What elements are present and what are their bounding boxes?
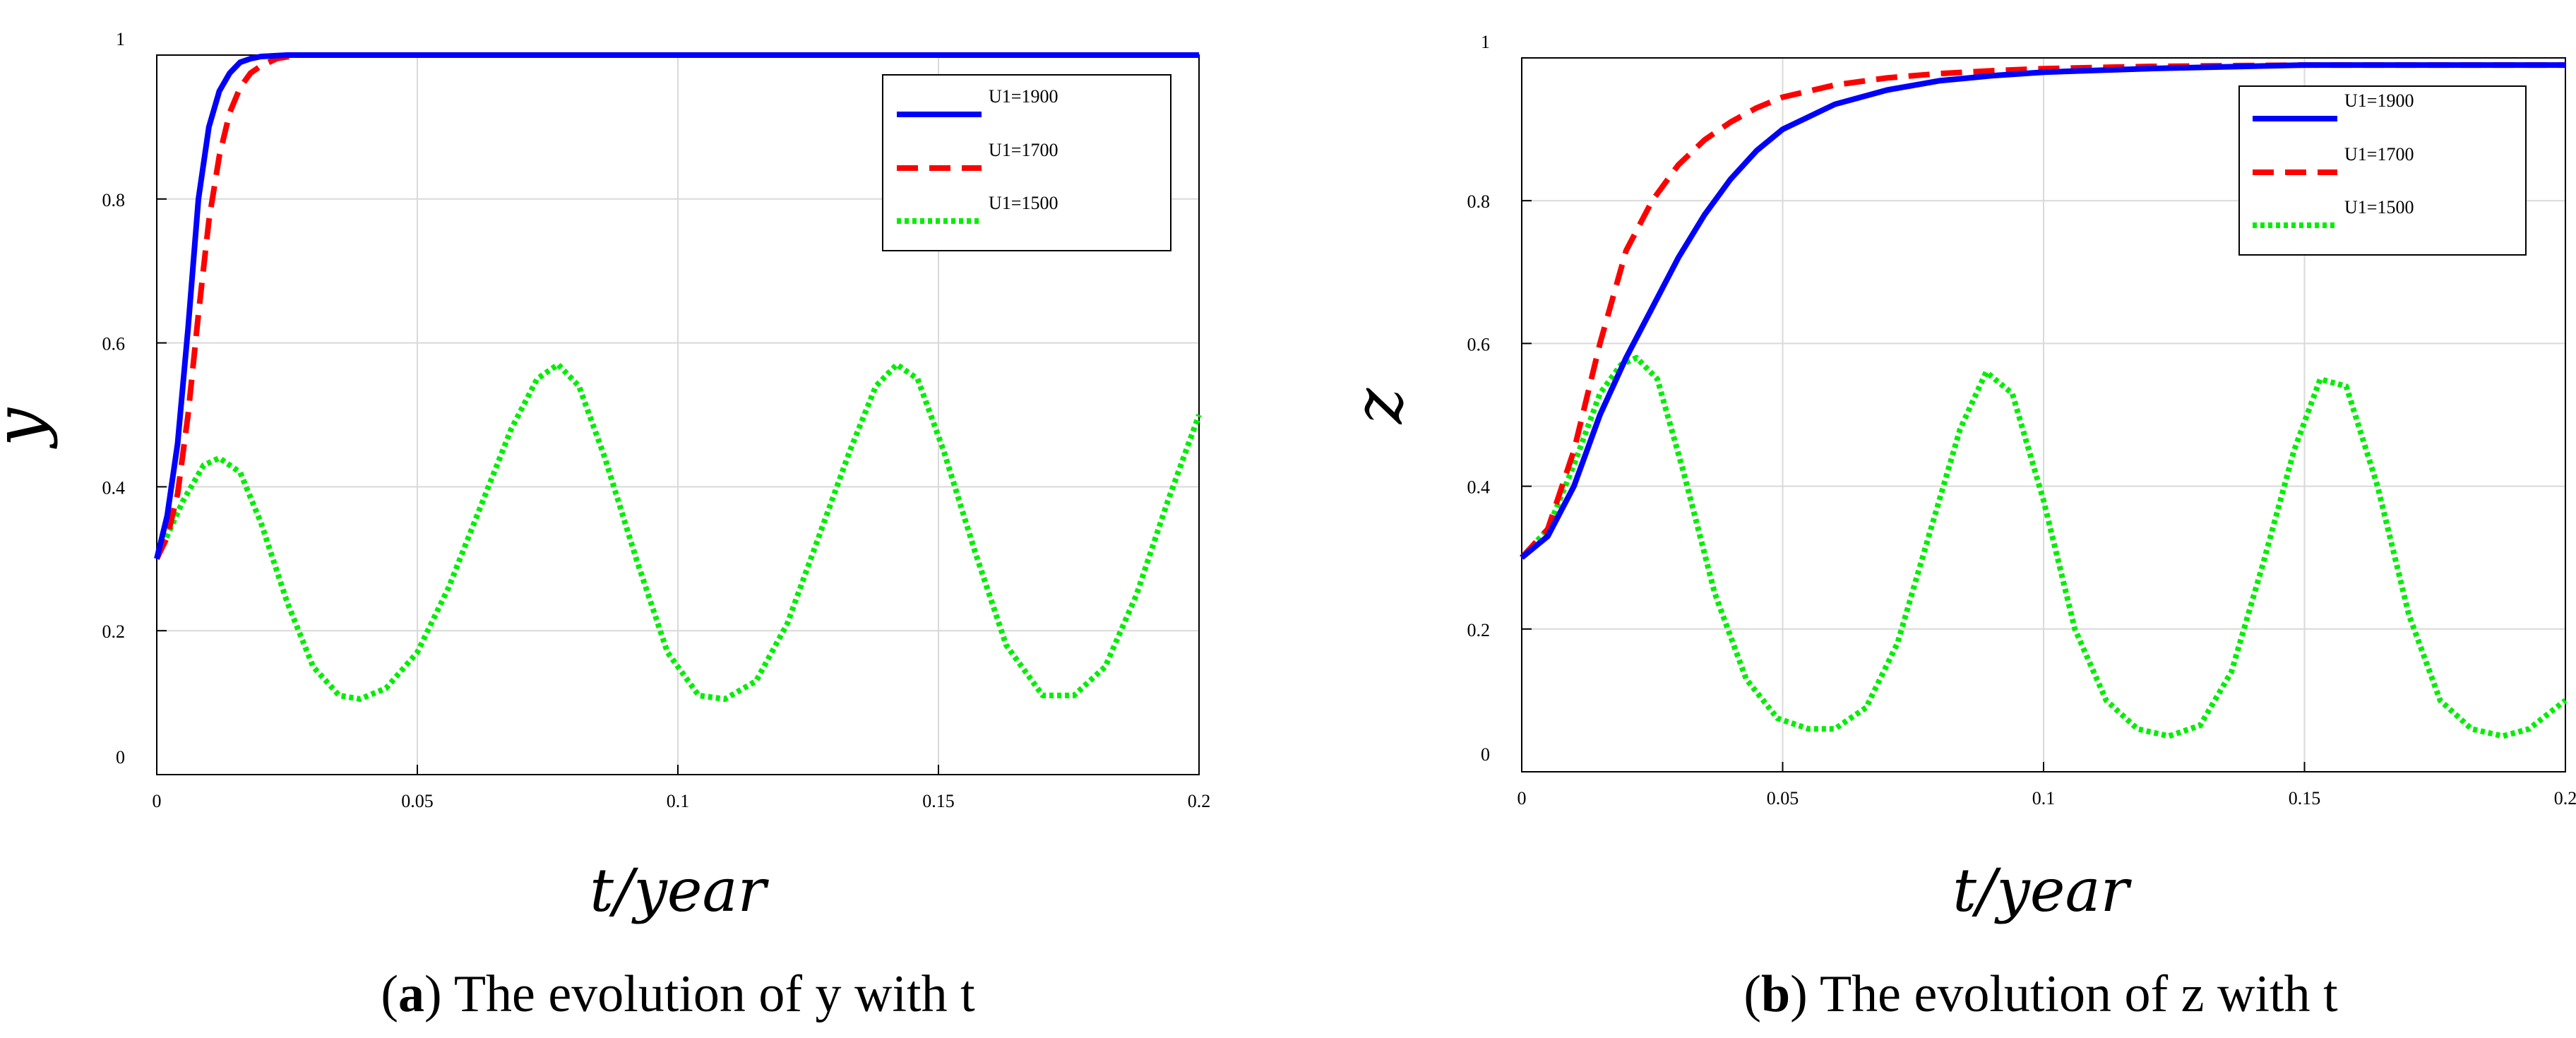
y-axis-label-b: z	[1339, 387, 1418, 424]
xtick-label-b-2: 0.1	[2032, 788, 2056, 809]
y-axis-label-a: y	[0, 407, 59, 449]
series-line-b-11500	[1520, 354, 2568, 739]
ytick-label-b-0: 0	[1481, 744, 1490, 765]
caption-b-text: The evolution of z with t	[1820, 965, 2338, 1023]
ticks-a: 0 0.05 0.1 0.15 0.2 0 0.2 0.4 0.6 0.8 1	[102, 29, 1211, 811]
x-axis-label-a: t/year	[590, 856, 769, 925]
ytick-label-b-4: 0.8	[1467, 191, 1491, 212]
series-line-b-11900	[1520, 62, 2565, 560]
ytick-label-a-1: 0.2	[102, 621, 126, 642]
ticks-b: 0 0.05 0.1 0.15 0.2 0 0.2 0.4 0.6 0.8 1	[1467, 32, 2576, 809]
caption-a-label: a	[398, 965, 424, 1023]
series-lines-b	[1520, 62, 2568, 739]
series-line-b-11700	[1520, 62, 2565, 560]
legend-a: U1=1900 U1=1700 U1=1500	[882, 74, 1171, 251]
caption-a-text: The evolution of y with t	[454, 965, 975, 1023]
ytick-label-b-3: 0.6	[1467, 334, 1491, 354]
xtick-label-a-0: 0	[153, 791, 162, 811]
caption-b-label: b	[1761, 965, 1790, 1023]
ytick-label-a-4: 0.8	[102, 190, 126, 210]
series-lines-a	[154, 52, 1202, 702]
xtick-label-a-4: 0.2	[1188, 791, 1211, 811]
ytick-label-a-3: 0.6	[102, 334, 126, 354]
xtick-label-a-3: 0.15	[922, 791, 955, 811]
panel-a: 0 0.05 0.1 0.15 0.2 0 0.2 0.4 0.6 0.8 1 U1=1900 U1…	[0, 29, 1210, 1023]
ytick-label-a-5: 1	[116, 29, 125, 49]
legend-box-b	[2238, 85, 2527, 256]
legend-label-a-1500: U1=1500	[989, 193, 1058, 213]
ytick-label-b-1: 0.2	[1467, 620, 1491, 640]
xtick-label-b-1: 0.05	[1767, 788, 1799, 809]
xtick-label-a-2: 0.1	[667, 791, 690, 811]
caption-b: (b) The evolution of z with t	[1743, 965, 2338, 1023]
xtick-label-b-3: 0.15	[2289, 788, 2321, 809]
grid-b	[1522, 58, 2565, 772]
legend-b: U1=1900 U1=1700 U1=1500	[2238, 85, 2527, 256]
legend-label-a-1700: U1=1700	[989, 140, 1058, 160]
legend-label-b-1700: U1=1700	[2344, 144, 2414, 165]
legend-label-b-1900: U1=1900	[2344, 90, 2414, 111]
xtick-label-a-1: 0.05	[401, 791, 434, 811]
ytick-label-b-2: 0.4	[1467, 477, 1491, 498]
panel-b: 0 0.05 0.1 0.15 0.2 0 0.2 0.4 0.6 0.8 1 U1=1900 U1…	[1339, 32, 2576, 1023]
caption-a: (a) The evolution of y with t	[381, 965, 975, 1023]
legend-label-a-1900: U1=1900	[989, 86, 1058, 107]
ytick-label-b-5: 1	[1481, 32, 1490, 52]
xtick-label-b-4: 0.2	[2554, 788, 2576, 809]
legend-label-b-1500: U1=1500	[2344, 197, 2414, 217]
series-line-a-11500	[154, 362, 1202, 702]
ytick-label-a-0: 0	[116, 747, 125, 768]
series-line-a-11900	[154, 52, 1199, 560]
x-axis-label-b: t/year	[1952, 856, 2132, 925]
xtick-label-b-0: 0	[1517, 788, 1527, 809]
ytick-label-a-2: 0.4	[102, 477, 126, 498]
